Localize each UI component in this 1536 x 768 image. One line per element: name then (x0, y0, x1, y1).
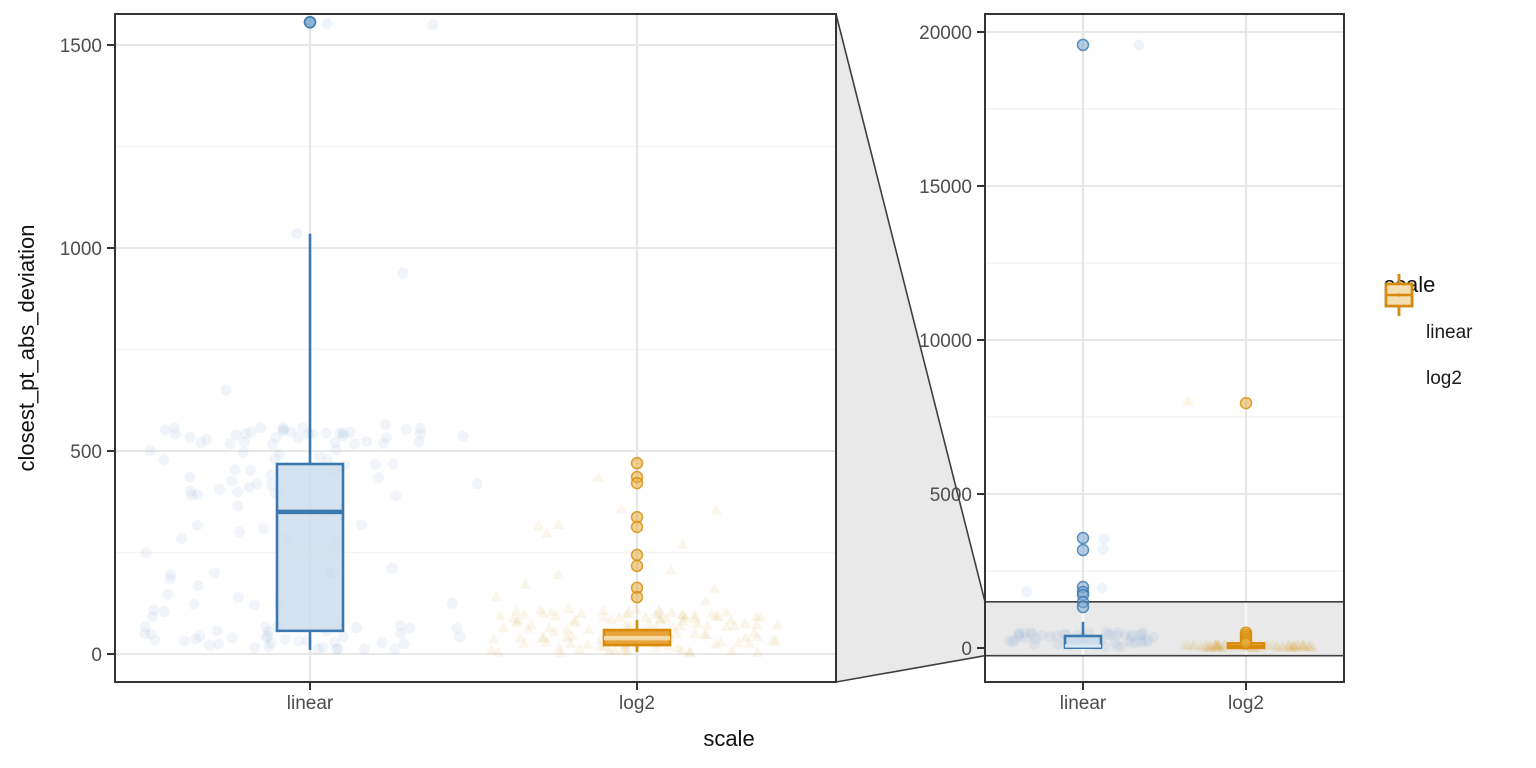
panel-border (114, 13, 837, 683)
jitter-points-zoom-linear (139, 419, 483, 655)
outliers-full-log2 (1182, 394, 1253, 650)
legend-label: log2 (1426, 368, 1462, 389)
y-axis-title: closest_pt_abs_deviation (14, 224, 39, 472)
zoom-connector-shade (836, 14, 985, 682)
y-tick-label: 15000 (919, 177, 972, 198)
axis-layer: 0 500 1000 1500 linear log2 0 5000 10000 15000 200… (60, 13, 1345, 714)
legend-entry-log2: log2 (1382, 274, 1472, 402)
x-axis-title: scale (703, 726, 755, 751)
boxplot-zoom-log2 (602, 619, 672, 652)
x-category-label: log2 (1228, 693, 1264, 714)
x-category-label: log2 (619, 693, 655, 714)
y-tick-label: 5000 (930, 485, 972, 506)
y-tick-label: 500 (70, 442, 102, 463)
zoom-indicator-layer (835, 13, 1344, 683)
boxplot-glyph-log2 (1384, 274, 1414, 316)
x-category-label: linear (1060, 693, 1107, 714)
y-tick-label: 10000 (919, 331, 972, 352)
y-tick-label: 0 (91, 645, 102, 666)
legend-label: linear (1426, 322, 1473, 343)
panel-full-axis: 0 5000 10000 15000 20000 linear log2 (919, 13, 1345, 714)
y-tick-label: 1000 (60, 239, 102, 260)
boxplot-full-linear (1063, 621, 1103, 649)
box-linear (1063, 634, 1103, 649)
zoom-connector-edge-bottom (835, 654, 986, 683)
zoom-region-strip (985, 601, 1344, 656)
y-tick-label: 20000 (919, 23, 972, 44)
x-category-label: linear (287, 693, 334, 714)
legend: scale linear log2 (1382, 272, 1472, 402)
zoom-connector-edge-top (835, 13, 986, 602)
panel-zoom-axis: 0 500 1000 1500 linear log2 (60, 13, 837, 714)
panel-full-grid (985, 14, 1344, 682)
box-linear (275, 462, 345, 633)
outliers-zoom-log2 (630, 456, 644, 604)
boxplot-zoom-linear (275, 233, 345, 650)
panel-zoom-grid (115, 14, 836, 682)
outliers-zoom-linear (220, 16, 439, 396)
y-tick-label: 1500 (60, 36, 102, 57)
panel-border (984, 13, 1345, 683)
data-layer (139, 16, 1319, 658)
outliers-full-linear (1021, 38, 1145, 614)
boxplot-key-icon (1382, 274, 1416, 402)
y-tick-label: 0 (961, 639, 972, 660)
